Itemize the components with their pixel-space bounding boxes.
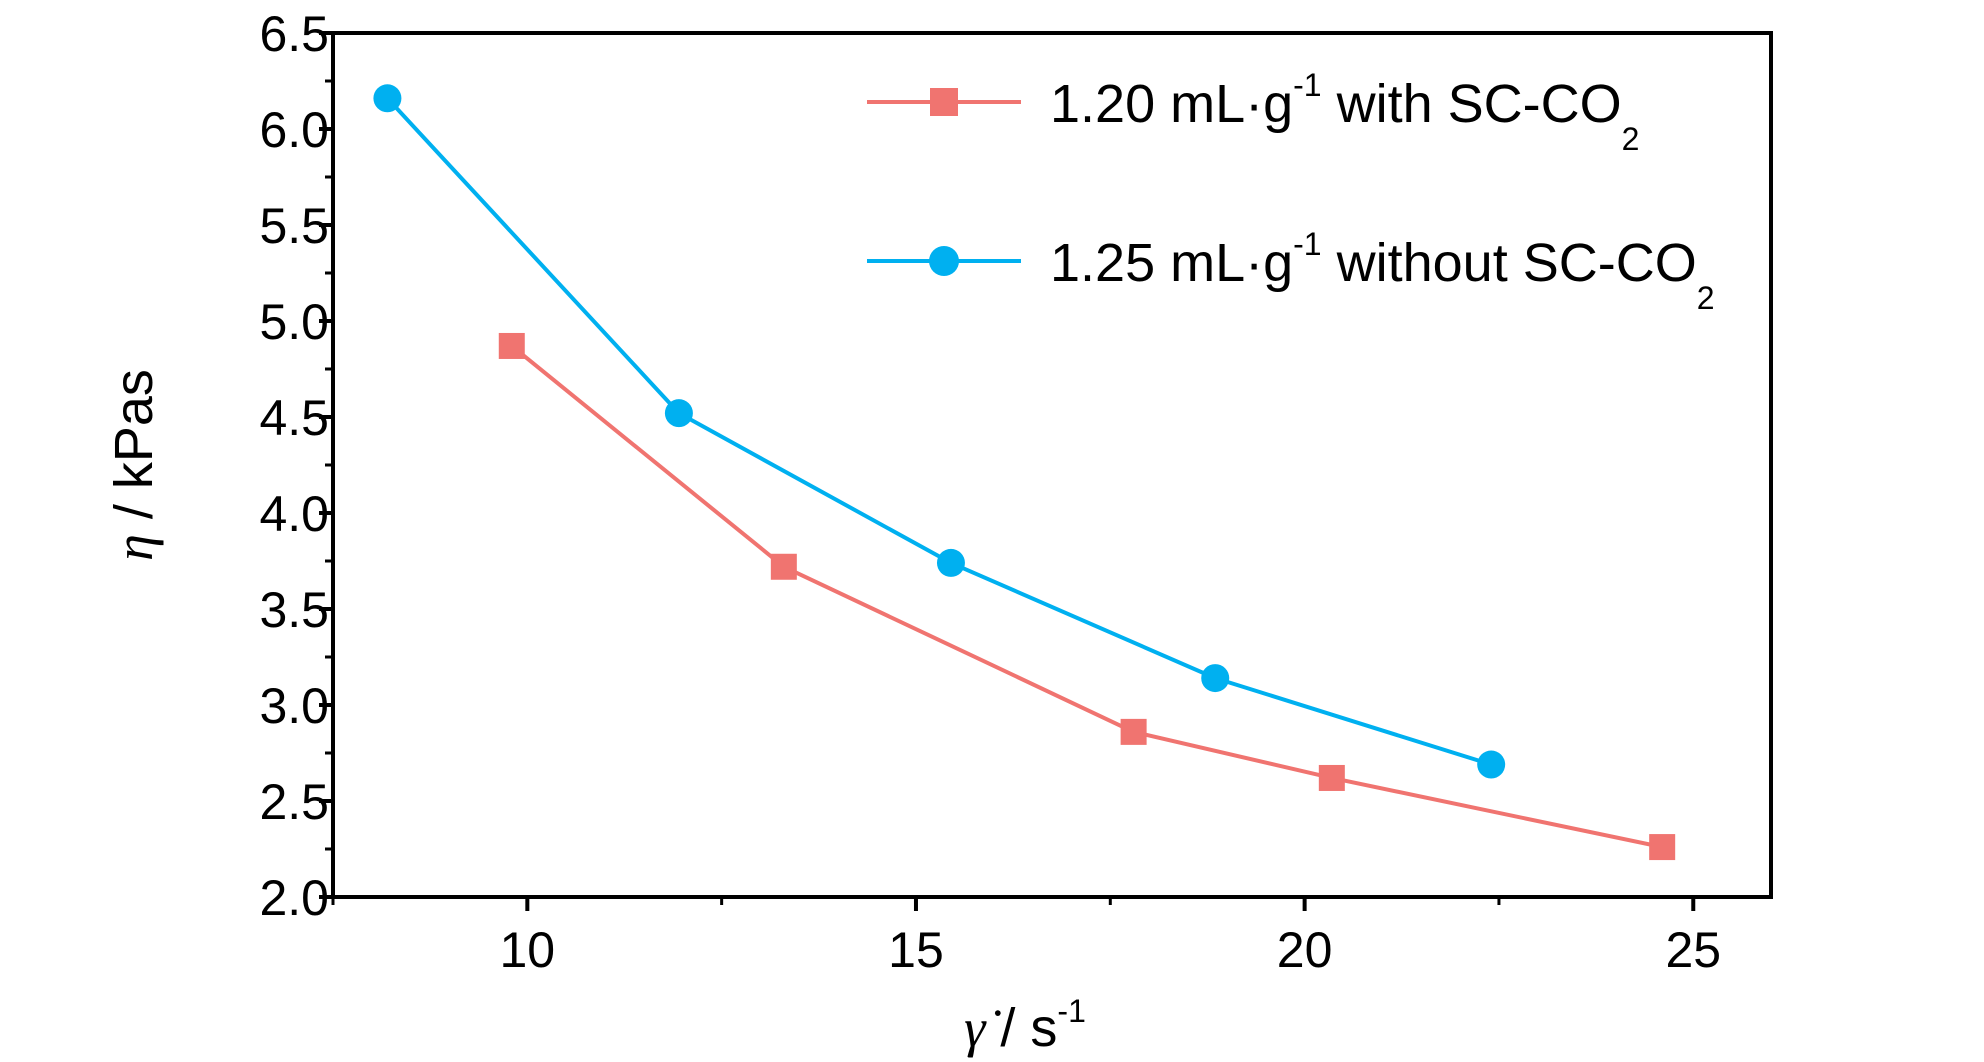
series-line-2: [385, 96, 1492, 767]
y-axis-unit: / kPas: [104, 369, 164, 534]
legend-label-2-sup: -1: [1293, 226, 1321, 262]
data-point-square: [770, 553, 797, 580]
legend-item-2: 1.25 mL·g-1 without SC-CO2: [867, 226, 1715, 316]
y-tick-label: 4.5: [259, 390, 329, 446]
x-tick-label: 25: [1665, 922, 1721, 978]
data-point-circle: [1477, 750, 1506, 779]
y-tick-label: 3.5: [259, 582, 329, 638]
y-tick-label: 2.0: [259, 870, 329, 926]
legend-label-2-pre: 1.25 mL·g: [1050, 233, 1293, 293]
x-tick-label: 20: [1277, 922, 1333, 978]
legend-marker-square: [930, 88, 958, 116]
plot-frame: [331, 31, 1773, 899]
legend-label-1-sup: -1: [1293, 67, 1321, 103]
x-axis-ticks: 10 15 20 25: [331, 897, 1721, 978]
x-axis-title: γ̇ / s-1: [964, 993, 1086, 1058]
x-axis-unit: / s: [985, 998, 1057, 1058]
legend-label-2-mid: without SC-CO: [1322, 233, 1697, 293]
y-tick-label: 2.5: [259, 774, 329, 830]
y-tick-label: 4.0: [259, 486, 329, 542]
data-point-circle: [373, 84, 402, 113]
y-tick-label: 6.5: [259, 6, 329, 62]
y-axis-symbol: η: [104, 534, 164, 561]
x-axis-unit-sup: -1: [1057, 993, 1085, 1029]
x-tick-label: 15: [888, 922, 944, 978]
data-point-square: [1649, 834, 1676, 861]
series-layer: [373, 84, 1676, 861]
y-axis-ticks: 2.0 2.5 3.0 3.5 4.0 4.5 5.0 5.5 6.0 6.5: [259, 6, 333, 926]
legend: 1.20 mL·g-1 with SC-CO2 1.25 mL·g-1 with…: [867, 67, 1715, 316]
data-point-circle: [1201, 664, 1230, 693]
legend-label-2-sub: 2: [1697, 280, 1715, 316]
legend-item-1: 1.20 mL·g-1 with SC-CO2: [867, 67, 1639, 157]
legend-label-1-sub: 2: [1622, 121, 1640, 157]
legend-label-1: 1.20 mL·g-1 with SC-CO2: [1050, 67, 1639, 157]
legend-label-1-pre: 1.20 mL·g: [1050, 74, 1293, 134]
y-axis-title: η / kPas: [104, 369, 164, 561]
y-tick-label: 6.0: [259, 102, 329, 158]
y-tick-label: 5.0: [259, 294, 329, 350]
legend-label-1-mid: with SC-CO: [1322, 74, 1622, 134]
legend-label-2: 1.25 mL·g-1 without SC-CO2: [1050, 226, 1715, 316]
legend-marker-circle: [929, 246, 959, 276]
data-point-square: [1120, 718, 1147, 745]
data-point-circle: [664, 399, 693, 428]
y-tick-label: 3.0: [259, 678, 329, 734]
data-point-square: [1318, 764, 1345, 791]
y-tick-label: 5.5: [259, 198, 329, 254]
data-point-circle: [936, 548, 965, 577]
x-tick-label: 10: [500, 922, 556, 978]
plot-frame-group: [331, 31, 1773, 899]
data-point-square: [498, 332, 525, 359]
